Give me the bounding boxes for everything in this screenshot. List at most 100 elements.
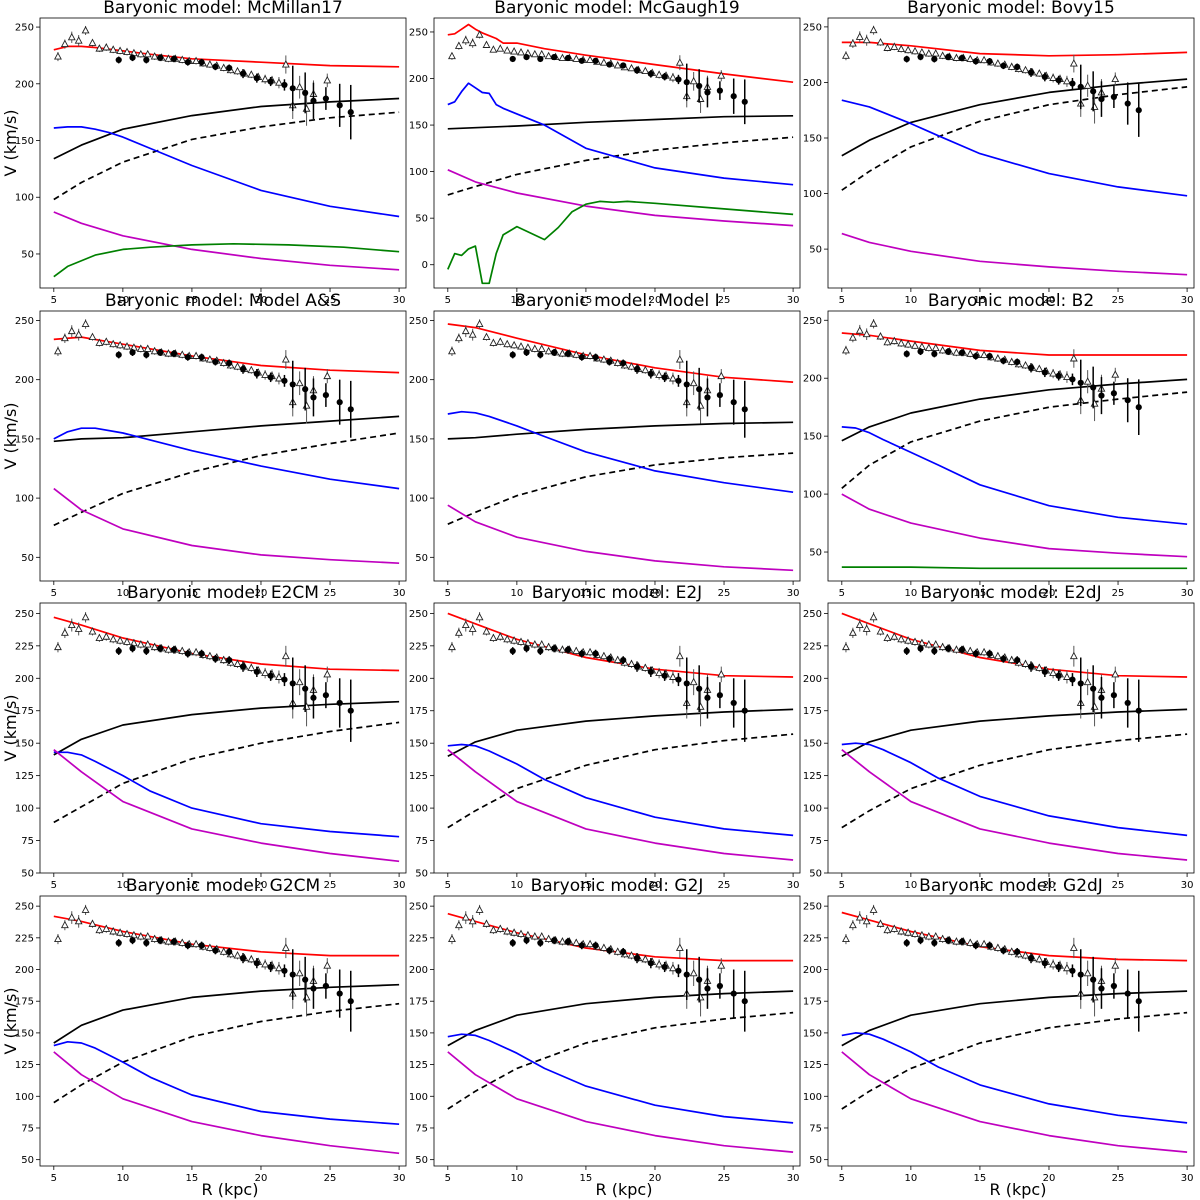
y-tick-label: 50 bbox=[415, 1155, 428, 1166]
data-point-triangle bbox=[482, 40, 491, 48]
data-point-triangle bbox=[74, 916, 83, 925]
x-tick-label: 10 bbox=[511, 880, 524, 891]
x-tick-label: 10 bbox=[905, 1173, 918, 1184]
data-point-triangle bbox=[67, 326, 76, 335]
data-point-triangle bbox=[1049, 668, 1058, 677]
data-point-triangle bbox=[192, 56, 201, 65]
data-point-triangle bbox=[613, 358, 622, 367]
data-point-circle bbox=[253, 960, 260, 967]
axes-frame bbox=[39, 17, 407, 289]
data-point-circle bbox=[1090, 88, 1097, 95]
x-tick-label: 15 bbox=[186, 1173, 199, 1184]
data-point-circle bbox=[184, 354, 191, 361]
data-point-triangle bbox=[102, 632, 111, 640]
series-line-total bbox=[447, 23, 794, 84]
data-point-triangle bbox=[143, 49, 152, 58]
y-tick-label: 75 bbox=[21, 836, 34, 847]
data-point-triangle bbox=[510, 636, 519, 644]
plot-area bbox=[841, 319, 1188, 570]
data-point-triangle bbox=[448, 642, 456, 651]
data-point-circle bbox=[143, 351, 150, 358]
data-point-triangle bbox=[668, 73, 677, 81]
x-tick-label: 10 bbox=[905, 295, 918, 306]
y-tick-label: 175 bbox=[409, 706, 428, 717]
data-point-circle bbox=[1098, 985, 1105, 992]
data-point-circle bbox=[212, 63, 219, 70]
data-point-triangle bbox=[993, 59, 1002, 67]
data-point-triangle bbox=[980, 647, 989, 656]
chart-panel-5: Baryonic model: Model I 5 10 15 20 25 30 50 100 1… bbox=[409, 291, 801, 599]
data-point-circle bbox=[1055, 672, 1062, 679]
x-tick-label: 25 bbox=[324, 880, 337, 891]
data-point-triangle bbox=[448, 51, 456, 60]
data-point-triangle bbox=[1007, 357, 1016, 365]
data-point-circle bbox=[986, 353, 993, 360]
y-tick-label: 0 bbox=[422, 260, 428, 271]
data-point-circle bbox=[184, 650, 191, 657]
data-point-circle bbox=[716, 391, 723, 399]
data-point-triangle bbox=[924, 932, 933, 940]
series-line-total bbox=[447, 323, 794, 383]
series-line-disk bbox=[53, 1040, 400, 1126]
data-point-triangle bbox=[627, 63, 636, 72]
data-point-triangle bbox=[1049, 73, 1058, 81]
data-point-circle bbox=[683, 680, 690, 687]
data-point-triangle bbox=[1007, 655, 1016, 664]
data-point-circle bbox=[310, 97, 317, 104]
data-point-triangle bbox=[696, 702, 705, 710]
x-tick-label: 25 bbox=[718, 295, 731, 306]
chart-panel-11: Baryonic model: G2J 5 10 15 20 25 30 50 75 100 125… bbox=[409, 876, 801, 1184]
data-point-triangle bbox=[116, 928, 125, 936]
x-tick-label: 15 bbox=[974, 880, 987, 891]
data-point-triangle bbox=[544, 51, 553, 60]
data-point-circle bbox=[704, 694, 711, 701]
data-point-triangle bbox=[482, 919, 491, 927]
series-line-bulge bbox=[447, 749, 794, 861]
data-point-circle bbox=[606, 655, 613, 662]
data-point-triangle bbox=[496, 632, 505, 640]
data-point-circle bbox=[903, 939, 910, 947]
x-tick-label: 25 bbox=[1112, 588, 1125, 599]
data-point-triangle bbox=[572, 350, 581, 358]
data-point-triangle bbox=[302, 104, 311, 112]
data-point-triangle bbox=[586, 55, 595, 63]
y-tick-label: 75 bbox=[809, 1123, 822, 1134]
data-point-triangle bbox=[517, 929, 525, 937]
y-tick-label: 225 bbox=[409, 933, 428, 944]
data-point-circle bbox=[620, 360, 627, 367]
axes-frame bbox=[827, 17, 1195, 289]
chart-title: Baryonic model: McMillan17 bbox=[103, 0, 343, 18]
data-point-triangle bbox=[178, 55, 187, 63]
x-tick-label: 30 bbox=[787, 880, 800, 891]
data-point-triangle bbox=[102, 43, 111, 51]
series-line-halo bbox=[841, 990, 1188, 1047]
chart-title: Baryonic model: E2CM bbox=[127, 583, 319, 603]
y-tick-label: 175 bbox=[15, 706, 34, 717]
data-point-triangle bbox=[668, 672, 677, 680]
data-point-triangle bbox=[88, 38, 97, 46]
data-point-circle bbox=[509, 939, 516, 947]
x-tick-label: 20 bbox=[255, 295, 268, 306]
x-tick-label: 5 bbox=[51, 295, 57, 306]
data-point-circle bbox=[1135, 404, 1142, 411]
data-point-circle bbox=[945, 645, 952, 652]
data-point-circle bbox=[675, 377, 682, 384]
x-tick-label: 25 bbox=[324, 588, 337, 599]
data-point-circle bbox=[198, 354, 205, 361]
data-point-triangle bbox=[178, 938, 187, 946]
data-point-triangle bbox=[517, 637, 525, 645]
data-point-triangle bbox=[952, 937, 961, 945]
data-point-triangle bbox=[586, 647, 595, 656]
data-point-circle bbox=[336, 699, 343, 707]
y-tick-label: 250 bbox=[409, 902, 428, 913]
x-tick-label: 10 bbox=[117, 1173, 130, 1184]
data-point-triangle bbox=[911, 341, 919, 349]
data-point-triangle bbox=[150, 52, 159, 60]
y-tick-label: 150 bbox=[15, 1028, 34, 1039]
data-point-triangle bbox=[876, 37, 885, 46]
data-point-circle bbox=[1014, 358, 1021, 366]
data-point-triangle bbox=[461, 913, 470, 921]
y-tick-label: 100 bbox=[409, 167, 428, 178]
data-point-circle bbox=[704, 394, 711, 401]
data-point-circle bbox=[1041, 960, 1048, 967]
